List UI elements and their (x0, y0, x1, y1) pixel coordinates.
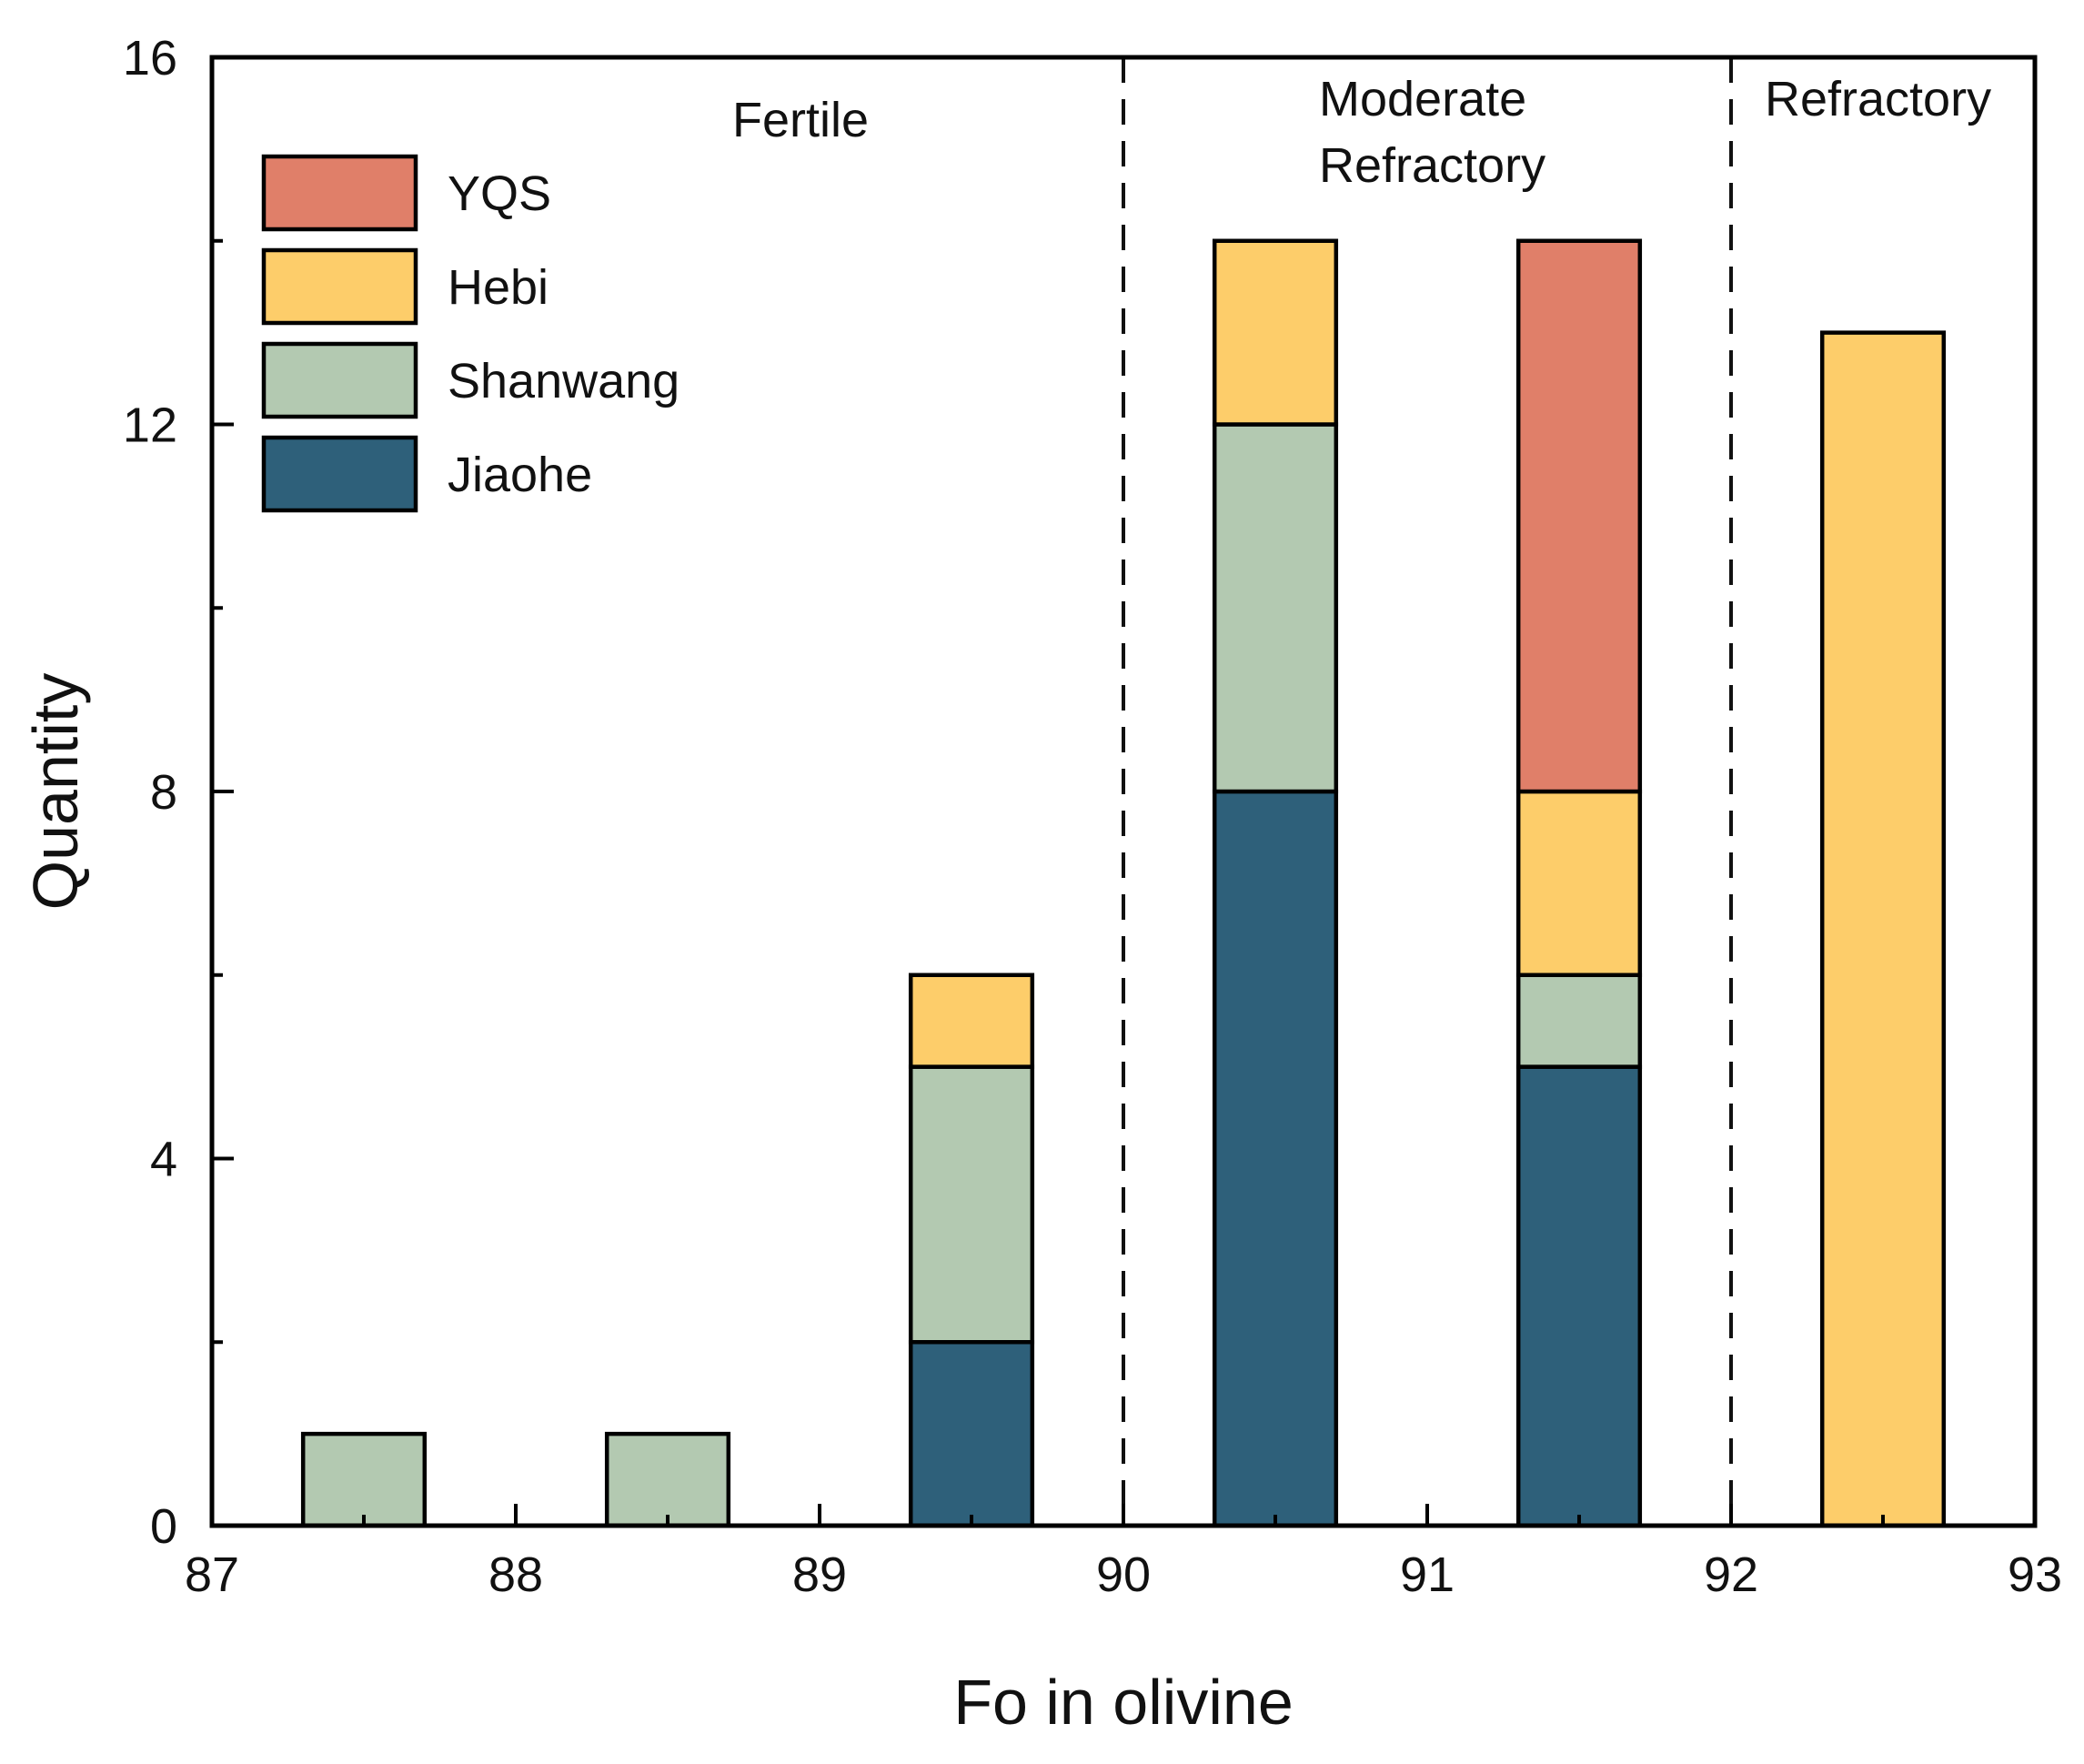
bar-shanwang-bin-4 (1515, 973, 1643, 1069)
legend-swatch-hebi (261, 247, 418, 326)
bars-group (300, 238, 1947, 1528)
bar-hebi-bin-5 (1819, 330, 1947, 1528)
bar-shanwang-bin-1 (604, 1431, 731, 1528)
legend-label-shanwang: Shanwang (448, 354, 680, 408)
zone-label-0-line-0: Fertile (732, 93, 869, 147)
x-tick-label-92: 92 (1704, 1547, 1758, 1602)
bar-jiaohe-bin-2 (908, 1340, 1035, 1528)
bar-shanwang-bin-0 (300, 1431, 428, 1528)
zone-label-1-line-1: Refractory (1319, 138, 1545, 193)
y-tick-label-4: 4 (150, 1133, 177, 1187)
legend-label-yqs: YQS (448, 166, 551, 221)
legend-label-hebi: Hebi (448, 260, 549, 315)
y-axis-title: Quantity (20, 673, 91, 911)
bar-shanwang-bin-2 (908, 1064, 1035, 1345)
y-tick-label-12: 12 (123, 398, 177, 453)
y-tick-label-8: 8 (150, 765, 177, 820)
bar-jiaohe-bin-3 (1212, 789, 1339, 1528)
zone-labels: Fertile Moderate Refractory Refractory (732, 72, 1991, 193)
zone-divider-lines (1122, 57, 1733, 1526)
x-tick-label-93: 93 (2008, 1547, 2062, 1602)
x-axis-title: Fo in olivine (953, 1667, 1294, 1738)
bar-shanwang-bin-3 (1212, 422, 1339, 794)
y-tick-label-0: 0 (150, 1499, 177, 1554)
bar-jiaohe-bin-4 (1515, 1064, 1643, 1528)
y-tick-label-16: 16 (123, 31, 177, 86)
legend-swatch-shanwang (261, 341, 418, 419)
zone-label-1-line-0: Moderate (1319, 72, 1526, 126)
bar-hebi-bin-4 (1515, 789, 1643, 977)
x-tick-label-91: 91 (1400, 1547, 1455, 1602)
legend-label-jiaohe: Jiaohe (448, 448, 592, 502)
bar-hebi-bin-2 (908, 973, 1035, 1069)
x-tick-label-89: 89 (792, 1547, 847, 1602)
x-tick-label-88: 88 (488, 1547, 543, 1602)
x-tick-label-90: 90 (1096, 1547, 1151, 1602)
axes-group: 87 88 89 90 91 92 93 0 4 8 12 16 Fo in olivine Quanti… (20, 31, 2062, 1738)
x-tick-label-87: 87 (185, 1547, 239, 1602)
bar-yqs-bin-4 (1515, 238, 1643, 794)
legend: YQS Hebi Shanwang Jiaohe (261, 154, 680, 513)
zone-label-2-line-0: Refractory (1765, 72, 1991, 126)
legend-swatch-jiaohe (261, 435, 418, 513)
legend-swatch-yqs (261, 154, 418, 232)
bar-hebi-bin-3 (1212, 238, 1339, 427)
